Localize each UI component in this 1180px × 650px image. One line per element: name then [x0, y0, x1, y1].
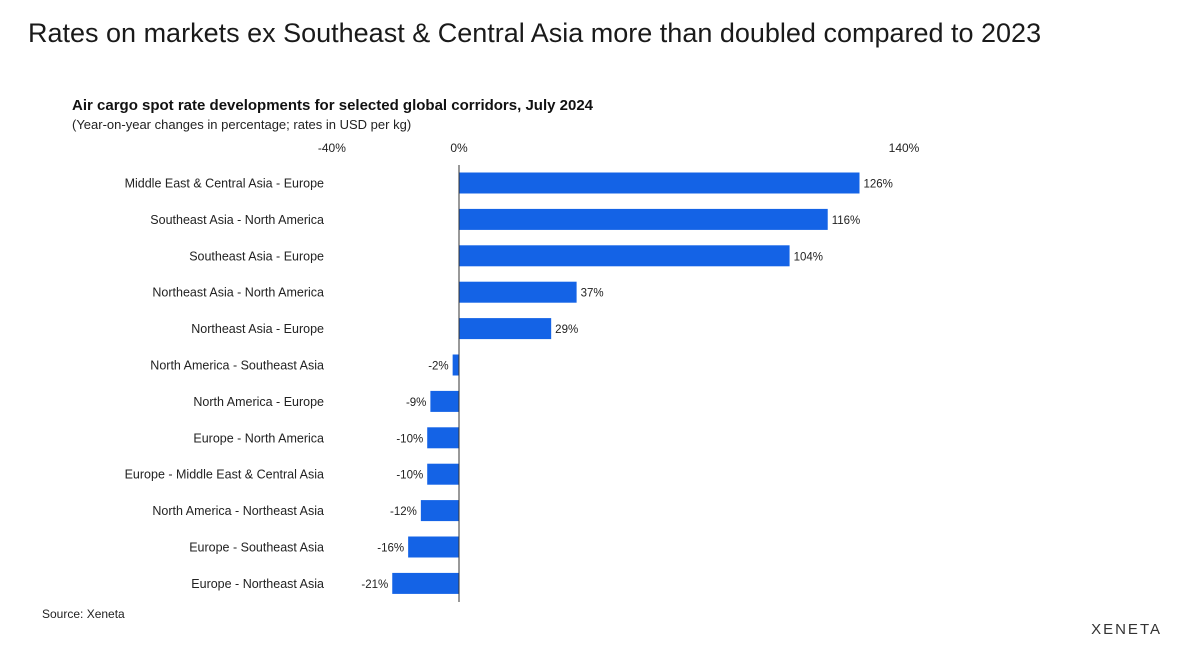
category-label: Northeast Asia - North America [152, 286, 324, 300]
bar [459, 245, 790, 267]
bar [427, 463, 459, 485]
value-label: -10% [396, 470, 423, 482]
bar [430, 390, 459, 412]
bar [459, 281, 577, 303]
category-label: North America - Europe [193, 395, 324, 409]
tick-label: 0% [450, 141, 468, 155]
bar [459, 208, 828, 230]
bar [459, 172, 860, 194]
bar [420, 500, 459, 522]
value-label: -2% [428, 361, 448, 373]
value-label: -9% [406, 397, 426, 409]
category-label: Europe - Southeast Asia [189, 541, 324, 555]
value-label: -12% [390, 506, 417, 518]
category-label: Southeast Asia - North America [150, 213, 324, 227]
bar [452, 354, 459, 376]
category-label: Europe - Northeast Asia [191, 577, 324, 591]
tick-label: -40% [318, 141, 346, 155]
category-label: North America - Southeast Asia [150, 359, 324, 373]
tick-label: 140% [889, 141, 920, 155]
value-label: 104% [794, 251, 823, 263]
value-label: -10% [396, 433, 423, 445]
chart-title: Air cargo spot rate developments for sel… [72, 97, 594, 114]
category-label: Europe - Middle East & Central Asia [125, 468, 324, 482]
category-label: Europe - North America [193, 431, 324, 445]
value-label: 126% [864, 179, 893, 191]
source-note: Source: Xeneta [42, 607, 125, 621]
category-label: Middle East & Central Asia - Europe [125, 177, 324, 191]
value-label: -21% [361, 579, 388, 591]
category-label: North America - Northeast Asia [152, 504, 324, 518]
chart-subtitle: (Year-on-year changes in percentage; rat… [72, 117, 412, 132]
bar [459, 318, 552, 340]
bar [408, 536, 459, 558]
value-label: 29% [555, 324, 578, 336]
value-label: 37% [581, 288, 604, 300]
xeneta-logo: XENETA [1091, 621, 1162, 638]
bar [427, 427, 459, 449]
value-label: 116% [832, 215, 861, 227]
bar [392, 572, 459, 594]
category-label: Southeast Asia - Europe [189, 249, 324, 263]
value-label: -16% [377, 543, 404, 555]
slide-title: Rates on markets ex Southeast & Central … [28, 18, 1042, 48]
category-label: Northeast Asia - Europe [191, 322, 324, 336]
